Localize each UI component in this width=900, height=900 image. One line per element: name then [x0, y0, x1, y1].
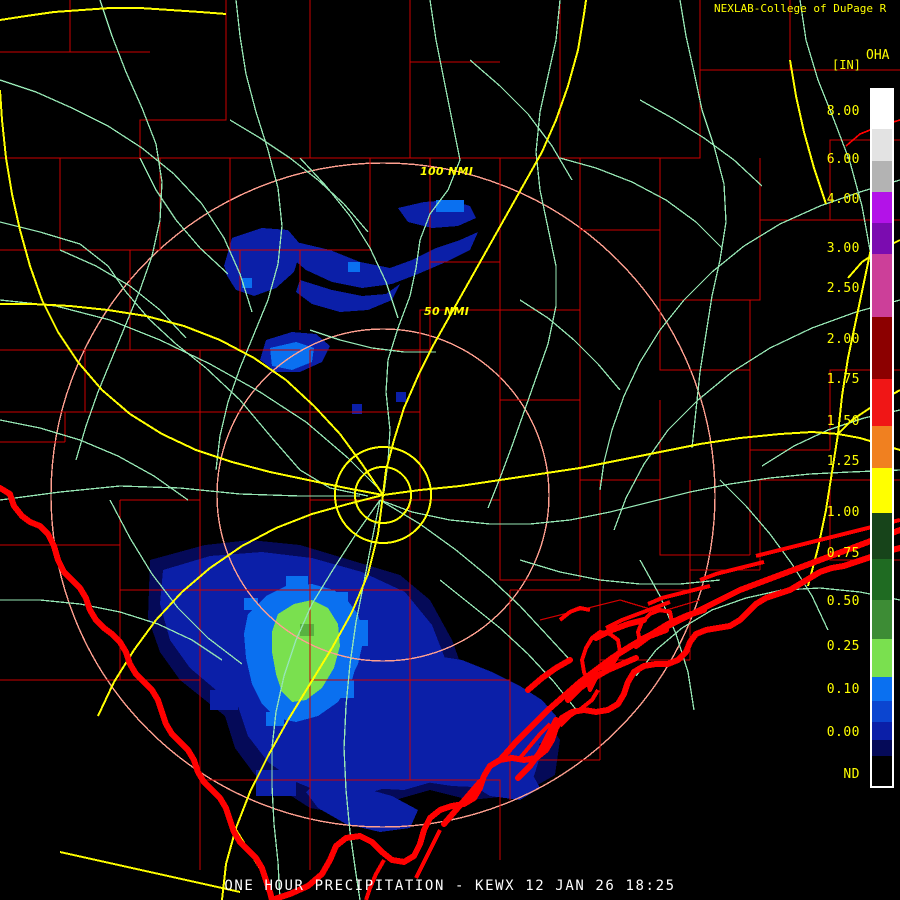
colorbar-tick-1-25: 1.25 — [826, 454, 860, 469]
colorbar-band — [872, 739, 892, 757]
colorbar-tick-1-75: 1.75 — [826, 372, 860, 387]
unit-label: [IN] — [832, 58, 861, 72]
colorbar-band — [872, 90, 892, 130]
range-ring-label-50: 50 NMI — [424, 305, 470, 318]
colorbar-band — [872, 316, 892, 379]
colorbar-band — [872, 756, 892, 786]
colorbar-band — [872, 676, 892, 702]
colorbar-tick-0-25: 0.25 — [826, 639, 860, 654]
colorbar-band — [872, 129, 892, 161]
colorbar-band — [872, 701, 892, 722]
colorbar-tick-8-00: 8.00 — [826, 104, 860, 119]
colorbar-band — [872, 426, 892, 468]
colorbar-band — [872, 558, 892, 600]
colorbar-tick-0-10: 0.10 — [826, 682, 860, 697]
colorbar-tick-6-00: 6.00 — [826, 152, 860, 167]
colorbar-band — [872, 513, 892, 559]
branding-label: NEXLAB-College of DuPage R — [714, 2, 887, 15]
colorbar-tick-4-00: 4.00 — [826, 192, 860, 207]
colorbar-tick-ND: ND — [843, 767, 860, 782]
colorbar — [870, 88, 894, 788]
colorbar-bands — [872, 90, 892, 786]
colorbar-band — [872, 639, 892, 677]
colorbar-band — [872, 599, 892, 640]
colorbar-tick-1-00: 1.00 — [826, 505, 860, 520]
colorbar-tick-2-00: 2.00 — [826, 332, 860, 347]
colorbar-band — [872, 222, 892, 255]
colorbar-tick-1-50: 1.50 — [826, 414, 860, 429]
colorbar-tick-0-00: 0.00 — [826, 725, 860, 740]
colorbar-tick-0-50: 0.50 — [826, 594, 860, 609]
colorbar-band — [872, 721, 892, 740]
colorbar-band — [872, 254, 892, 317]
coastline-detail-layer — [364, 518, 900, 900]
colorbar-tick-2-50: 2.50 — [826, 281, 860, 296]
colorbar-band — [872, 191, 892, 223]
colorbar-tick-3-00: 3.00 — [826, 241, 860, 256]
colorbar-band — [872, 160, 892, 192]
range-ring-layer — [50, 162, 716, 828]
colorbar-band — [872, 378, 892, 427]
product-caption: ONE HOUR PRECIPITATION - KEWX 12 JAN 26 … — [224, 878, 676, 894]
product-code-label: OHA — [866, 48, 890, 63]
colorbar-band — [872, 467, 892, 514]
colorbar-tick-0-75: 0.75 — [826, 546, 860, 561]
range-ring-label-100: 100 NMI — [420, 165, 474, 178]
